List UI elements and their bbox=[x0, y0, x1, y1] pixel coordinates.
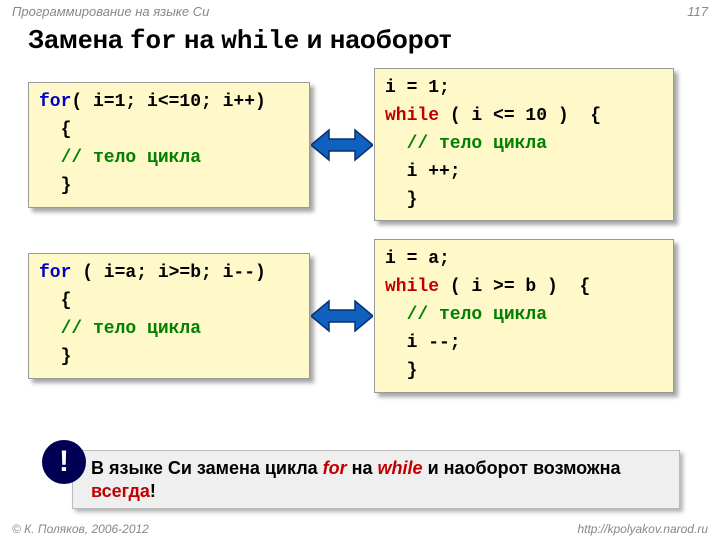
content: for( i=1; i<=10; i++) { // тело цикла } … bbox=[28, 68, 692, 411]
while1-l2b: ( i <= 10 ) { bbox=[439, 106, 601, 126]
note-while: while bbox=[378, 458, 423, 478]
for-box-2: for ( i=a; i>=b; i--) { // тело цикла } bbox=[28, 253, 310, 379]
note-for: for bbox=[323, 458, 347, 478]
footer-url: http://kpolyakov.narod.ru bbox=[577, 522, 708, 536]
while2-l1: i = a; bbox=[385, 249, 450, 269]
while-box-2: i = a; while ( i >= b ) { // тело цикла … bbox=[374, 239, 674, 392]
while1-l4: i ++; bbox=[385, 162, 461, 182]
row-2: for ( i=a; i>=b; i--) { // тело цикла } … bbox=[28, 239, 692, 392]
note-t4: ! bbox=[150, 481, 156, 501]
while1-l3: // тело цикла bbox=[385, 134, 547, 154]
while2-l3: // тело цикла bbox=[385, 305, 547, 325]
while1-l5: } bbox=[385, 190, 417, 210]
for1-l4: } bbox=[39, 176, 71, 196]
title-post: и наоборот bbox=[299, 24, 451, 54]
note-t3: и наоборот возможна bbox=[423, 458, 621, 478]
for-box-1: for( i=1; i<=10; i++) { // тело цикла } bbox=[28, 82, 310, 208]
for2-l4: } bbox=[39, 347, 71, 367]
while1-l1: i = 1; bbox=[385, 78, 450, 98]
kw-while1: while bbox=[385, 106, 439, 126]
for2-l1b: ( i=a; i>=b; i--) bbox=[71, 263, 265, 283]
note-t2: на bbox=[347, 458, 378, 478]
while2-l5: } bbox=[385, 361, 417, 381]
arrow-1 bbox=[310, 126, 374, 164]
header-bar: Программирование на языке Си 117 bbox=[0, 0, 720, 22]
for2-l2: { bbox=[39, 291, 71, 311]
arrow-2 bbox=[310, 297, 374, 335]
note-t1: В языке Си замена цикла bbox=[91, 458, 323, 478]
footer-bar: © К. Поляков, 2006-2012 http://kpolyakov… bbox=[0, 520, 720, 538]
double-arrow-icon bbox=[311, 297, 373, 335]
kw-for: for bbox=[39, 92, 71, 112]
title-mid: на bbox=[177, 24, 222, 54]
while2-l2b: ( i >= b ) { bbox=[439, 277, 590, 297]
row-1: for( i=1; i<=10; i++) { // тело цикла } … bbox=[28, 68, 692, 221]
kw-for2: for bbox=[39, 263, 71, 283]
for1-l3: // тело цикла bbox=[39, 148, 201, 168]
page-number: 117 bbox=[687, 4, 708, 19]
note-box: В языке Си замена цикла for на while и н… bbox=[72, 450, 680, 509]
title-while: while bbox=[221, 26, 299, 56]
exclamation-mark: ! bbox=[59, 445, 69, 479]
note-always: всегда bbox=[91, 481, 150, 501]
for2-l3: // тело цикла bbox=[39, 319, 201, 339]
while2-l4: i --; bbox=[385, 333, 461, 353]
kw-while2: while bbox=[385, 277, 439, 297]
course-name: Программирование на языке Си bbox=[12, 4, 209, 19]
while-box-1: i = 1; while ( i <= 10 ) { // тело цикла… bbox=[374, 68, 674, 221]
exclamation-icon: ! bbox=[42, 440, 86, 484]
slide-title: Замена for на while и наоборот bbox=[28, 24, 452, 56]
title-for: for bbox=[130, 26, 177, 56]
for1-l2: { bbox=[39, 120, 71, 140]
double-arrow-icon bbox=[311, 126, 373, 164]
title-pre: Замена bbox=[28, 24, 130, 54]
copyright: © К. Поляков, 2006-2012 bbox=[12, 522, 149, 536]
for1-l1b: ( i=1; i<=10; i++) bbox=[71, 92, 265, 112]
